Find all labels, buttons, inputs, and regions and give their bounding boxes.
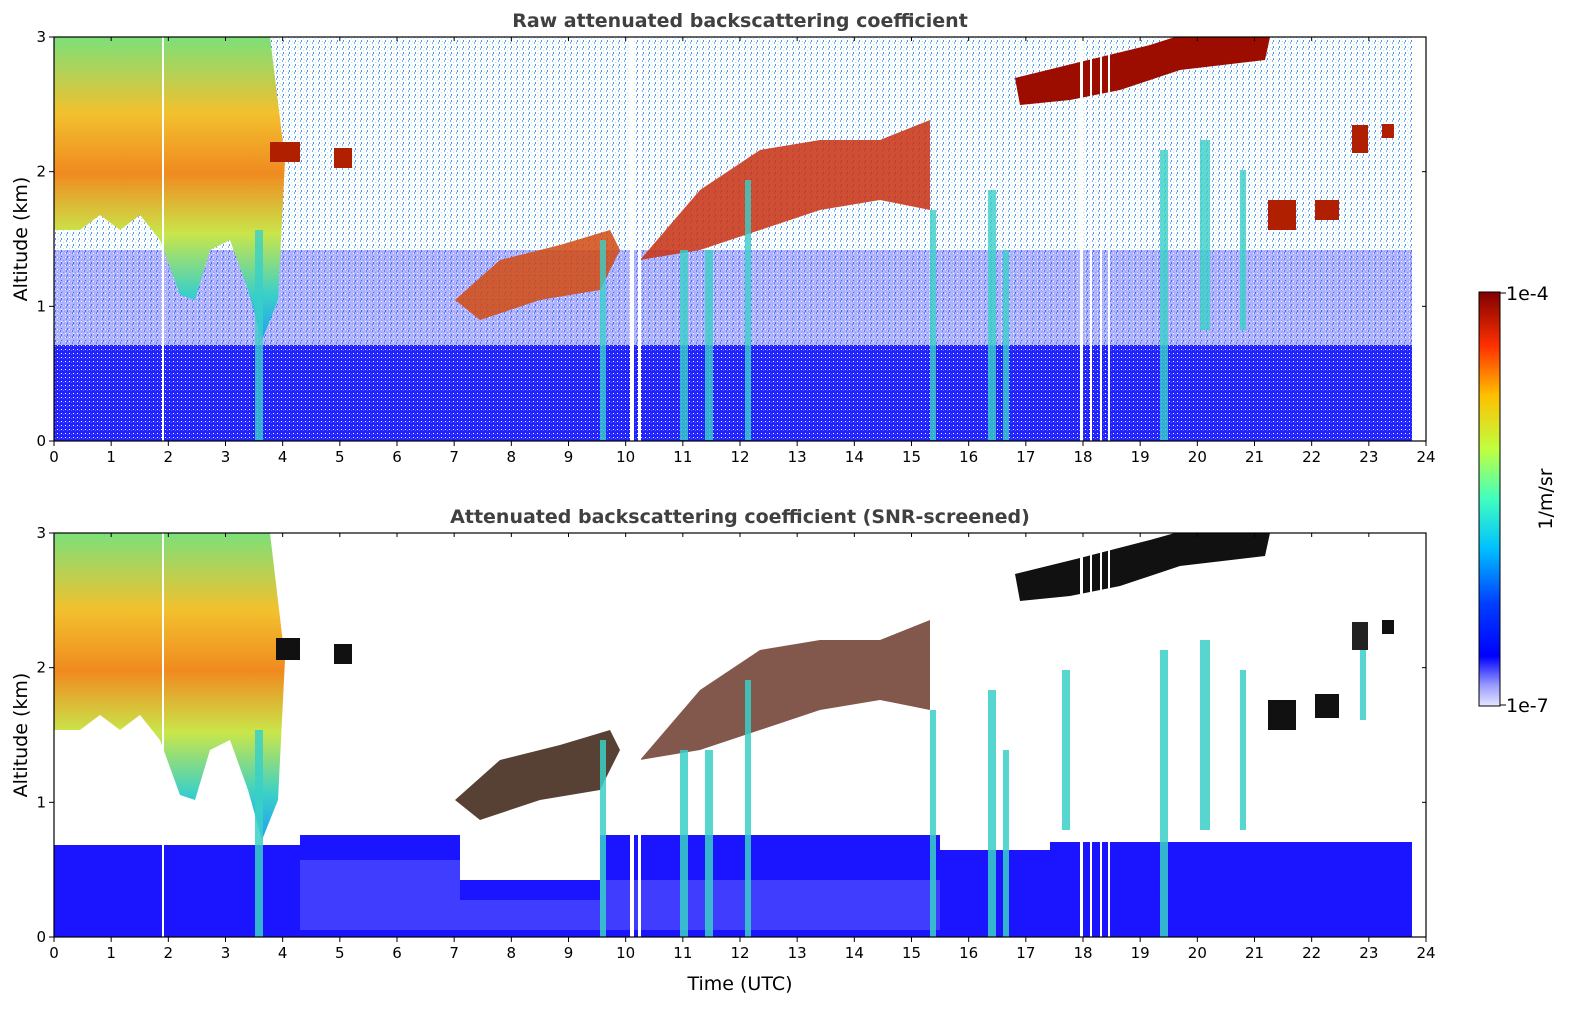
bottom-x-tick-label: 8	[507, 944, 517, 962]
top-x-tick-label: 18	[1073, 448, 1092, 466]
top-x-tick-label: 23	[1359, 448, 1378, 466]
top-y-axis: 0 1 2 3	[36, 28, 1426, 450]
top-x-tick-label: 5	[335, 448, 345, 466]
bottom-x-tick-label: 7	[449, 944, 459, 962]
top-x-tick-label: 9	[564, 448, 574, 466]
top-y-tick-label: 2	[36, 163, 46, 181]
top-plot-area	[53, 36, 1427, 442]
top-x-tick-label: 17	[1016, 448, 1035, 466]
bottom-data-gaps	[162, 533, 1110, 937]
bottom-x-tick-label: 18	[1073, 944, 1092, 962]
top-x-tick-label: 24	[1416, 448, 1435, 466]
top-y-tick-label: 1	[36, 297, 46, 315]
top-x-tick-label: 20	[1188, 448, 1207, 466]
bottom-y-axis-label: Altitude (km)	[10, 673, 32, 798]
bottom-x-tick-label: 9	[564, 944, 574, 962]
top-boundary-layer-fringe	[54, 250, 1412, 345]
bottom-x-tick-label: 13	[788, 944, 807, 962]
bottom-x-tick-label: 5	[335, 944, 345, 962]
bottom-plot-area	[53, 532, 1427, 938]
top-rain-streaks	[255, 140, 1246, 440]
bottom-x-axis-label: Time (UTC)	[686, 973, 792, 995]
bottom-x-tick-label: 14	[845, 944, 864, 962]
top-clouds	[270, 37, 1394, 320]
top-x-tick-label: 1	[106, 448, 116, 466]
bottom-boundary-layer-thin	[300, 860, 940, 930]
bottom-x-tick-label: 12	[730, 944, 749, 962]
bottom-x-tick-label: 24	[1416, 944, 1435, 962]
colorbar-label: 1/m/sr	[1535, 468, 1557, 529]
bottom-y-tick-label: 2	[36, 659, 46, 677]
bottom-clouds	[276, 533, 1394, 820]
top-x-tick-label: 12	[730, 448, 749, 466]
top-x-tick-label: 21	[1245, 448, 1264, 466]
bottom-x-tick-label: 17	[1016, 944, 1035, 962]
top-panel-title: Raw attenuated backscattering coefficien…	[512, 10, 968, 32]
top-data-gaps	[162, 37, 1110, 441]
bottom-x-tick-label: 10	[616, 944, 635, 962]
colorbar: 1e-4 1e-7 1/m/sr	[1478, 283, 1557, 717]
top-x-tick-label: 0	[49, 448, 59, 466]
bottom-x-tick-label: 3	[221, 944, 231, 962]
colorbar-max-label: 1e-4	[1506, 283, 1549, 305]
top-y-axis-label: Altitude (km)	[10, 177, 32, 302]
bottom-y-axis: 0 1 2 3	[36, 524, 1426, 946]
top-x-tick-label: 14	[845, 448, 864, 466]
bottom-aerosol-layer	[54, 533, 285, 840]
bottom-y-tick-label: 0	[36, 928, 46, 946]
top-x-tick-label: 10	[616, 448, 635, 466]
top-x-tick-label: 4	[278, 448, 288, 466]
top-y-tick-label: 0	[36, 432, 46, 450]
colorbar-gradient	[1478, 291, 1501, 707]
top-y-tick-label: 3	[36, 28, 46, 46]
top-x-axis: 0 1 2 3 4 5 6 7 8 9 10 11 12 13 14 15 16 17 18 19 20 21 22 23 24	[49, 37, 1436, 466]
top-x-tick-label: 15	[902, 448, 921, 466]
bottom-boundary-layer	[54, 835, 1412, 937]
top-x-tick-label: 13	[788, 448, 807, 466]
bottom-x-tick-label: 6	[392, 944, 402, 962]
bottom-x-tick-label: 2	[164, 944, 174, 962]
bottom-panel: Attenuated backscattering coefficient (S…	[10, 506, 1436, 995]
bottom-x-axis: 0 1 2 3 4 5 6 7 8 9 10 11 12 13 14 15 16 17 18 19 20 21 22 23 24	[49, 533, 1436, 962]
top-panel: Raw attenuated backscattering coefficien…	[10, 10, 1436, 466]
bottom-x-tick-label: 16	[959, 944, 978, 962]
colorbar-min-label: 1e-7	[1506, 695, 1549, 717]
bottom-y-tick-label: 1	[36, 793, 46, 811]
top-x-tick-label: 19	[1131, 448, 1150, 466]
bottom-x-tick-label: 21	[1245, 944, 1264, 962]
top-x-tick-label: 16	[959, 448, 978, 466]
bottom-x-tick-label: 15	[902, 944, 921, 962]
top-x-tick-label: 7	[449, 448, 459, 466]
bottom-y-tick-label: 3	[36, 524, 46, 542]
bottom-x-tick-label: 23	[1359, 944, 1378, 962]
top-x-tick-label: 11	[673, 448, 692, 466]
bottom-x-tick-label: 19	[1131, 944, 1150, 962]
top-x-tick-label: 2	[164, 448, 174, 466]
top-x-tick-label: 3	[221, 448, 231, 466]
top-x-tick-label: 6	[392, 448, 402, 466]
top-boundary-layer	[54, 345, 1412, 441]
top-aerosol-layer	[54, 37, 285, 340]
bottom-x-tick-label: 0	[49, 944, 59, 962]
bottom-x-tick-label: 1	[106, 944, 116, 962]
top-x-tick-label: 8	[507, 448, 517, 466]
bottom-x-tick-label: 22	[1302, 944, 1321, 962]
bottom-x-tick-label: 20	[1188, 944, 1207, 962]
bottom-x-tick-label: 11	[673, 944, 692, 962]
top-x-tick-label: 22	[1302, 448, 1321, 466]
bottom-panel-title: Attenuated backscattering coefficient (S…	[450, 506, 1030, 528]
bottom-rain-streaks	[255, 640, 1366, 937]
bottom-x-tick-label: 4	[278, 944, 288, 962]
